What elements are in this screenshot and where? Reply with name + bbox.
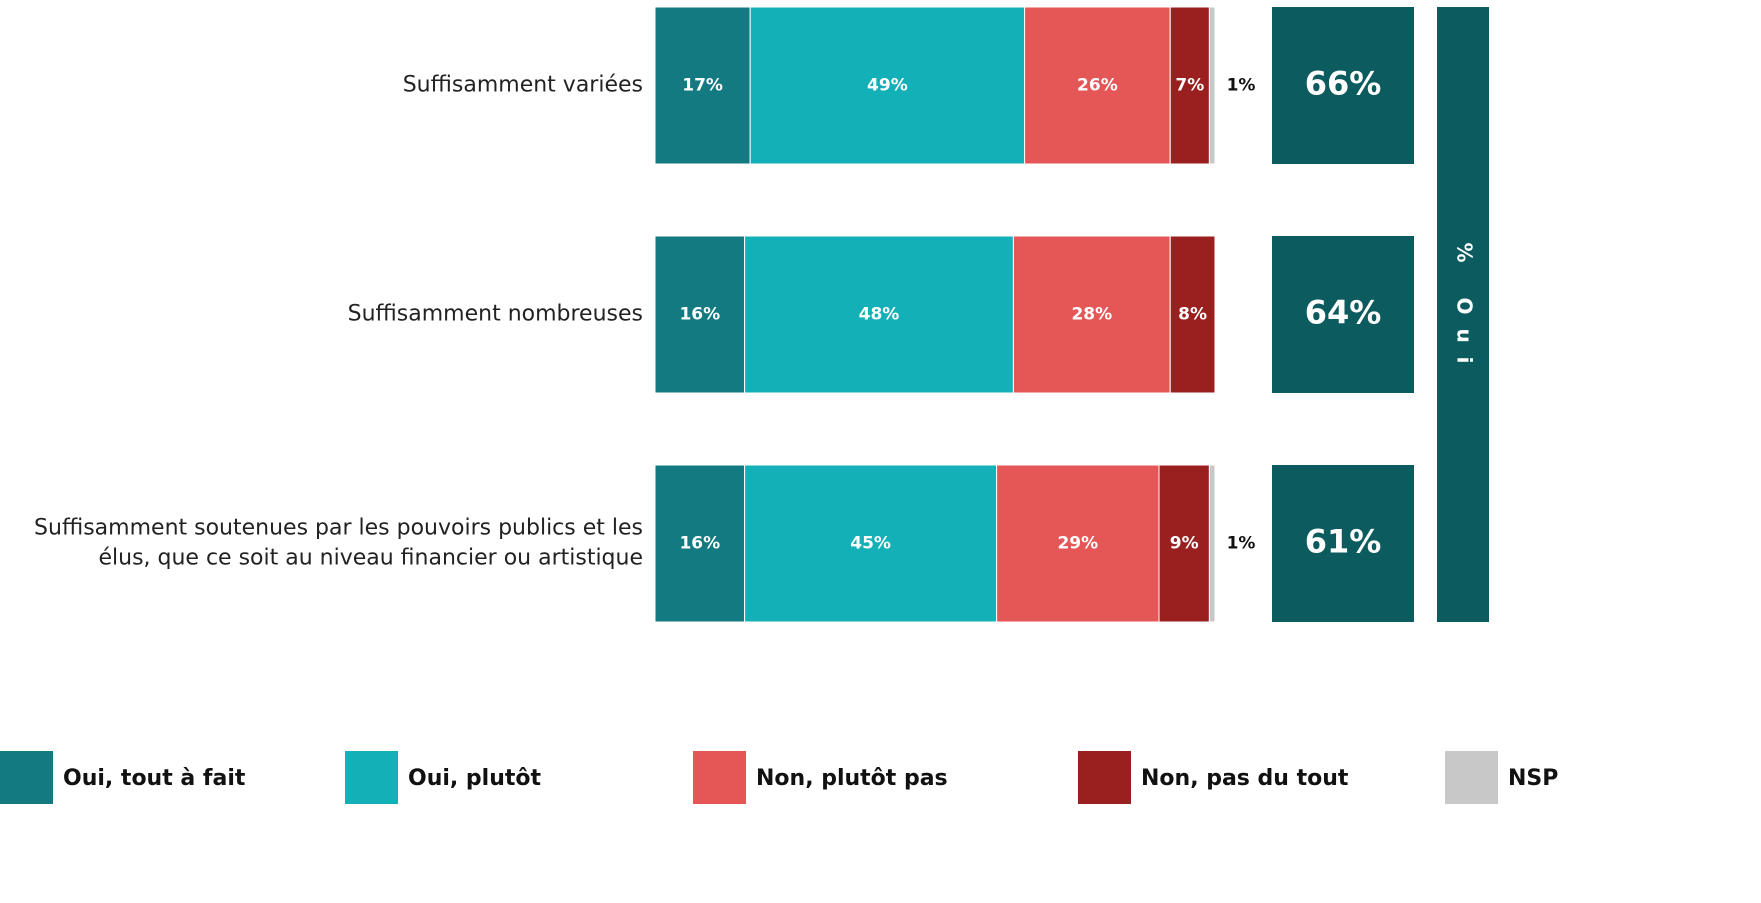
- totals-band: [1437, 7, 1489, 622]
- value-label: 9%: [1170, 534, 1199, 554]
- totals-title: % Oui: [1453, 242, 1477, 377]
- bar-segment: [1208, 464, 1216, 623]
- bar-segment: [1024, 6, 1171, 165]
- total-box: [1272, 236, 1414, 393]
- bar-segment: [654, 235, 746, 394]
- value-label: 16%: [679, 305, 720, 325]
- bar-segment: [1169, 6, 1210, 165]
- bar-segment: [749, 6, 1026, 165]
- value-label: 1%: [1227, 534, 1256, 554]
- total-label: 61%: [1305, 523, 1382, 561]
- bar-segment: [1158, 464, 1210, 623]
- legend-label: Non, plutôt pas: [756, 766, 948, 791]
- total-box: [1272, 7, 1414, 164]
- category-label: Suffisamment variées: [403, 73, 643, 98]
- value-label: 28%: [1071, 305, 1112, 325]
- legend-label: NSP: [1508, 766, 1558, 791]
- legend-swatch: [1445, 751, 1498, 804]
- legend-swatch: [693, 751, 746, 804]
- bar-segment: [744, 235, 1014, 394]
- legend-swatch: [345, 751, 398, 804]
- bar-segment: [654, 6, 751, 165]
- value-label: 29%: [1057, 534, 1098, 554]
- value-label: 48%: [859, 305, 900, 325]
- bar-segment: [1208, 6, 1216, 165]
- value-label: 17%: [682, 76, 723, 96]
- legend-label: Non, pas du tout: [1141, 766, 1349, 791]
- bar-segment: [1169, 235, 1216, 394]
- value-label: 8%: [1178, 305, 1207, 325]
- total-label: 64%: [1305, 294, 1382, 332]
- category-label: Suffisamment soutenues par les pouvoirs …: [34, 516, 643, 571]
- value-label: 49%: [867, 76, 908, 96]
- bar-segment: [1012, 235, 1171, 394]
- bar-segment: [744, 464, 998, 623]
- bar-segment: [996, 464, 1160, 623]
- category-label: Suffisamment nombreuses: [348, 302, 643, 327]
- value-label: 7%: [1175, 76, 1204, 96]
- legend-label: Oui, tout à fait: [63, 766, 246, 791]
- total-label: 66%: [1305, 65, 1382, 103]
- total-box: [1272, 465, 1414, 622]
- value-label: 16%: [679, 534, 720, 554]
- legend-swatch: [0, 751, 53, 804]
- value-label: 26%: [1077, 76, 1118, 96]
- value-label: 1%: [1227, 76, 1256, 96]
- value-label: 45%: [850, 534, 891, 554]
- bar-segment: [654, 464, 746, 623]
- legend-label: Oui, plutôt: [408, 766, 542, 791]
- legend-swatch: [1078, 751, 1131, 804]
